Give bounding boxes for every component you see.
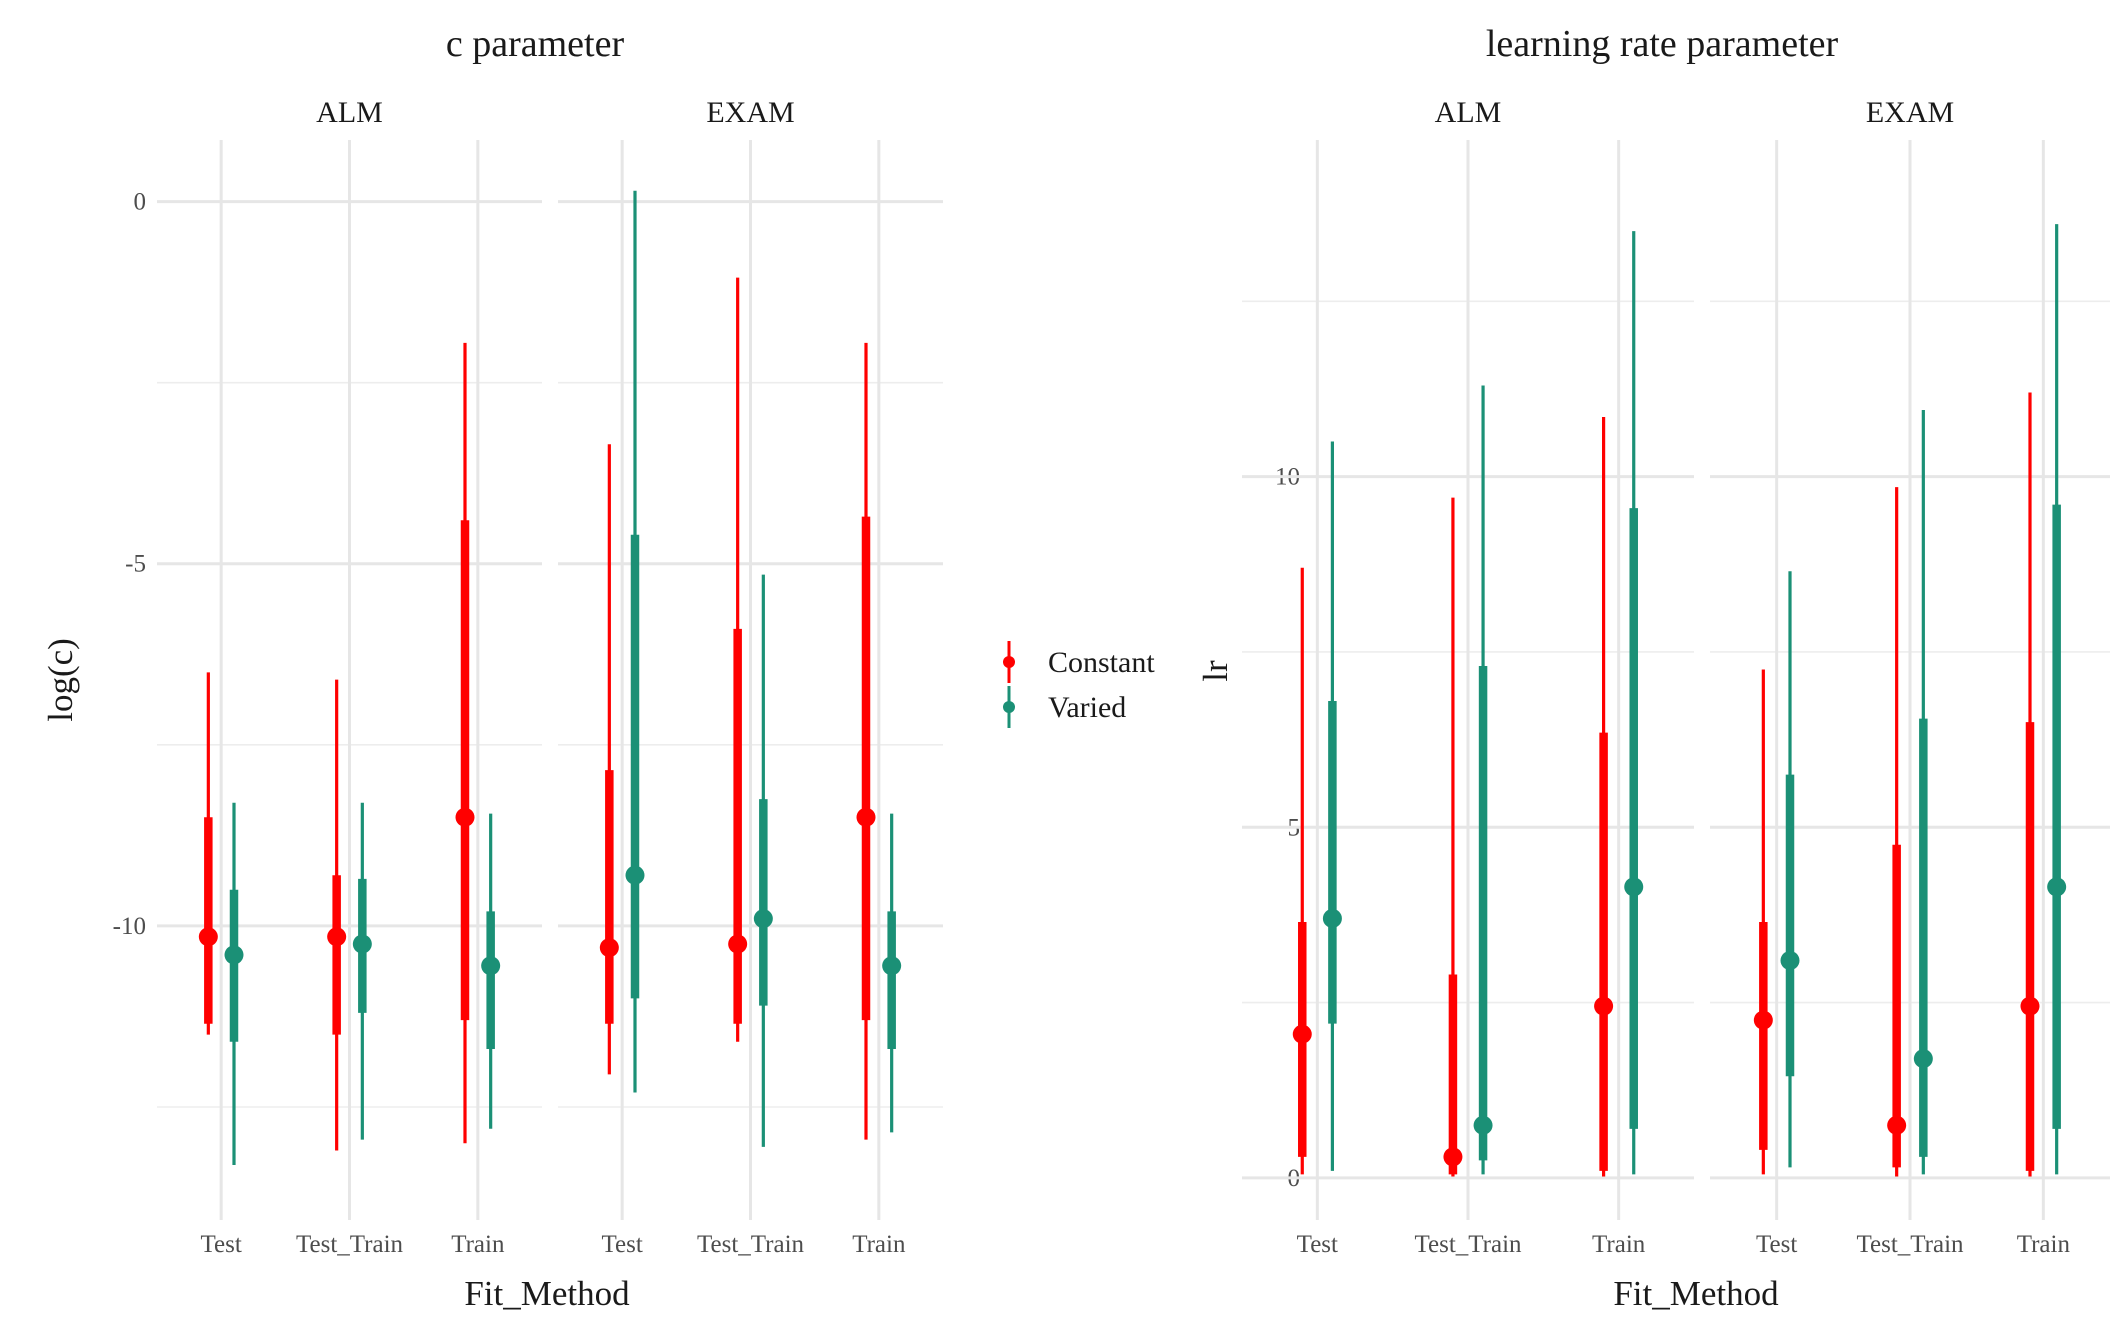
median-point <box>224 945 244 965</box>
x-tick-label: Train <box>2017 1231 2071 1258</box>
pointrange-train <box>1624 231 1644 1175</box>
pointrange-train <box>1594 417 1614 1177</box>
x-tick-label: Test <box>201 1231 242 1258</box>
facet-alm: ALM Test Test_Train Train <box>157 96 542 1258</box>
median-point <box>1624 877 1644 897</box>
x-tick-label: Test_Train <box>1856 1231 1964 1258</box>
y-axis-label: log(c) <box>41 638 80 722</box>
chart-title: learning rate parameter <box>1486 23 1839 65</box>
facet-exam: EXAM Test Test_Train Train <box>1710 96 2110 1258</box>
x-tick-label: Test_Train <box>296 1231 404 1258</box>
median-point <box>327 927 347 947</box>
facet-panels: 0510ALMTestTest_TrainTrainEXAMTestTest_T… <box>1242 96 2110 1258</box>
pointrange-test-train <box>1913 410 1933 1175</box>
pointrange-test <box>599 444 619 1075</box>
x-tick-label: Train <box>852 1231 906 1258</box>
legend-key-constant-point <box>1003 656 1015 668</box>
legend-label-varied: Varied <box>1048 691 1126 724</box>
median-point <box>1322 908 1342 928</box>
median-point <box>2020 996 2040 1016</box>
median-point <box>625 865 645 885</box>
pointrange-test-train <box>1443 497 1463 1177</box>
series-constant <box>599 277 876 1140</box>
median-point <box>1292 1024 1312 1044</box>
series-varied <box>1780 224 2067 1175</box>
x-tick-label: Test_Train <box>697 1231 805 1258</box>
facet-panels: 0 -5 -10 ALM Test Test_Train Train EXAM Test Test… <box>113 96 943 1258</box>
c-parameter-chart: c parameter log(c) Fit_Method 0 -5 -10 ALM T… <box>41 23 943 1313</box>
pointrange-train <box>856 342 876 1140</box>
series-varied <box>1322 231 1644 1175</box>
pointrange-train <box>882 813 902 1133</box>
series-constant <box>1292 417 1614 1177</box>
legend-key-varied-point <box>1003 701 1015 713</box>
facet-strip-label: EXAM <box>706 96 794 129</box>
pointrange-test <box>1292 567 1312 1175</box>
x-tick-label: Test <box>602 1231 643 1258</box>
median-point <box>1913 1049 1933 1069</box>
y-tick-label: 0 <box>134 189 147 216</box>
legend-label-constant: Constant <box>1048 646 1155 679</box>
legend-item-varied: Varied <box>1003 686 1126 728</box>
median-point <box>455 807 475 827</box>
median-point <box>2047 877 2067 897</box>
y-tick-label: -5 <box>125 551 146 578</box>
series-constant <box>198 342 475 1151</box>
chart-title: c parameter <box>446 23 625 65</box>
median-point <box>198 927 218 947</box>
median-point <box>753 909 773 929</box>
pointrange-train <box>455 342 475 1144</box>
facet-strip-label: ALM <box>1435 96 1502 129</box>
pointrange-test-train <box>352 802 372 1140</box>
pointrange-test-train <box>327 679 347 1151</box>
median-point <box>1594 996 1614 1016</box>
series-varied <box>625 190 902 1147</box>
series-constant <box>1753 392 2040 1177</box>
x-tick-label: Test <box>1297 1231 1338 1258</box>
pointrange-test <box>1780 571 1800 1168</box>
pointrange-test-train <box>1473 385 1493 1175</box>
median-point <box>481 956 501 976</box>
median-point <box>882 956 902 976</box>
pointrange-test <box>625 190 645 1093</box>
median-point <box>856 807 876 827</box>
pointrange-test-train <box>753 574 773 1147</box>
median-point <box>352 934 372 954</box>
pointrange-train <box>2047 224 2067 1175</box>
pointrange-test <box>224 802 244 1165</box>
x-tick-label: Train <box>451 1231 505 1258</box>
median-point <box>1887 1115 1907 1135</box>
x-axis-label: Fit_Method <box>1613 1274 1779 1313</box>
facet-strip-label: EXAM <box>1866 96 1954 129</box>
facet-alm: ALM Test Test_Train Train <box>1242 96 1694 1258</box>
pointrange-train <box>481 813 501 1129</box>
pointrange-test-train <box>728 277 748 1042</box>
median-point <box>1753 1010 1773 1030</box>
facet-strip-label: ALM <box>316 96 383 129</box>
x-axis-label: Fit_Method <box>464 1274 630 1313</box>
x-tick-label: Test_Train <box>1414 1231 1522 1258</box>
pointrange-train <box>2020 392 2040 1177</box>
pointrange-test <box>198 672 218 1035</box>
legend-item-constant: Constant <box>1003 641 1155 683</box>
facet-exam: EXAM Test Test_Train Train <box>558 96 943 1258</box>
pointrange-test-train <box>1887 487 1907 1177</box>
pointrange-test <box>1322 441 1342 1171</box>
median-point <box>1443 1147 1463 1167</box>
pointrange-test <box>1753 669 1773 1175</box>
x-tick-label: Test <box>1756 1231 1797 1258</box>
median-point <box>728 934 748 954</box>
y-tick-label: -10 <box>113 913 146 940</box>
legend: Constant Varied <box>1003 641 1155 728</box>
learning-rate-chart: learning rate parameter lr Fit_Method 05… <box>1196 23 2110 1313</box>
series-varied <box>224 802 501 1165</box>
median-point <box>599 938 619 958</box>
x-tick-label: Train <box>1592 1231 1646 1258</box>
y-axis-label: lr <box>1196 660 1235 682</box>
median-point <box>1473 1115 1493 1135</box>
median-point <box>1780 951 1800 971</box>
